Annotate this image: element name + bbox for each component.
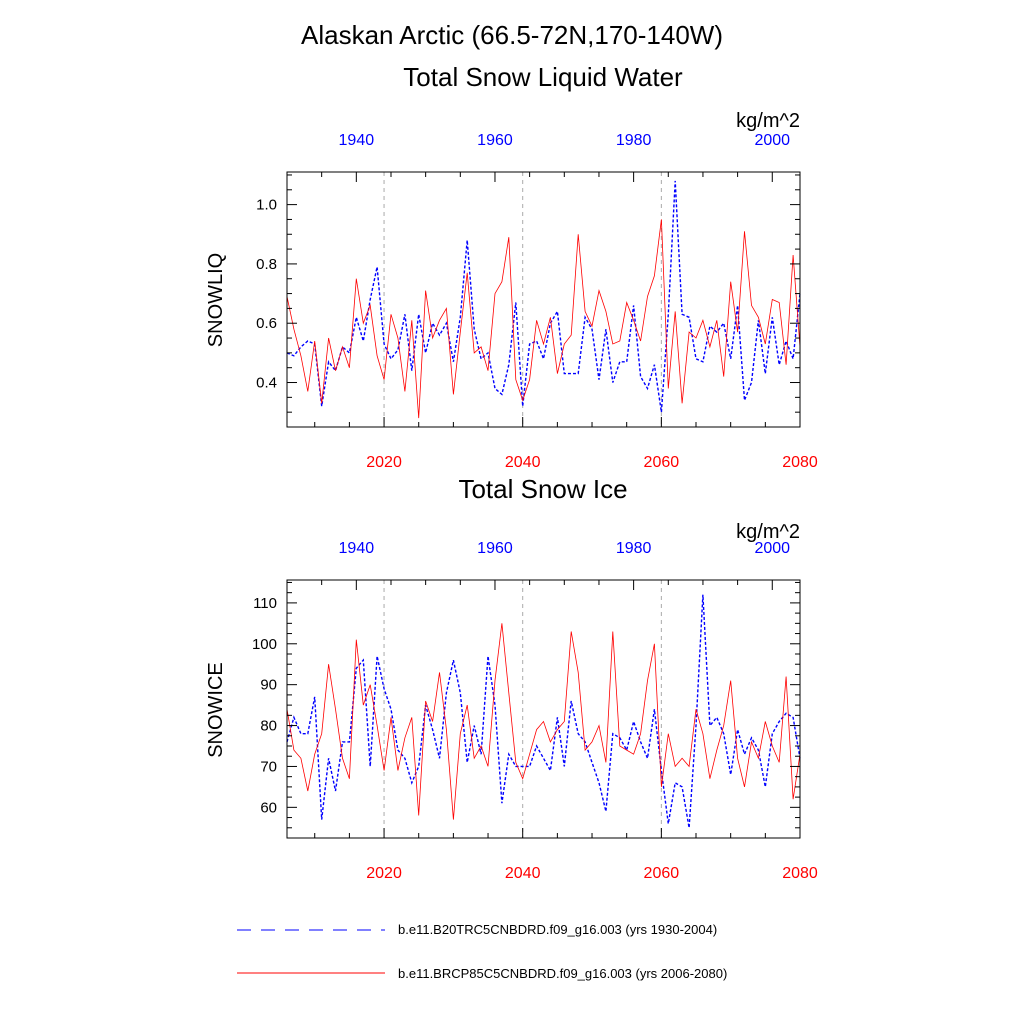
snowice-series-future-line [286,623,801,820]
snowliq-xtick-label-top: 1940 [339,132,375,149]
panel-snowliq-gridlines [383,172,662,427]
panel-snowliq: Total Snow Liquid Water kg/m^2 SNOWLIQ 0… [205,62,818,471]
panel-snowliq-series [286,180,801,419]
snowliq-xtick-label-bottom: 2040 [505,454,541,471]
snowice-xtick-label-bottom: 2020 [366,865,402,882]
panel-snowice-series [286,594,801,828]
snowice-ytick-label: 70 [260,758,277,775]
snowliq-ytick-label: 0.8 [256,256,277,273]
panel-snowliq-axes: 0.4 0.6 0.8 1.0 2020 2040 2060 2080 1940 1960 1980… [256,132,818,471]
panel-snowliq-frame [286,171,801,428]
legend-historical-label: b.e11.B20TRC5CNBDRD.f09_g16.003 (yrs 193… [398,922,717,937]
panel-snowliq-title: Total Snow Liquid Water [403,62,683,92]
snowice-xtick-label-top: 1940 [339,540,375,557]
snowice-xtick-label-bottom: 2060 [644,865,680,882]
figure-title: Alaskan Arctic (66.5-72N,170-140W) [301,20,723,50]
panel-snowice: Total Snow Ice kg/m^2 SNOWICE 60 70 80 90 10… [205,474,818,882]
snowice-ytick-label: 100 [252,636,277,653]
snowliq-ytick-label: 1.0 [256,197,277,214]
snowliq-ytick-label: 0.4 [256,375,277,392]
snowice-xtick-label-bottom: 2040 [505,865,541,882]
snowice-xtick-label-top: 1960 [477,540,513,557]
snowice-ytick-label: 90 [260,677,277,694]
snowliq-series-future-line [286,219,801,419]
snowice-xtick-label-top: 2000 [754,540,790,557]
snowliq-xtick-label-bottom: 2020 [366,454,402,471]
snowliq-xtick-label-bottom: 2080 [782,454,818,471]
panel-snowliq-ylabel: SNOWLIQ [205,253,227,347]
panel-snowice-ylabel: SNOWICE [205,662,227,758]
snowliq-xtick-label-top: 1980 [616,132,652,149]
snowliq-xtick-label-top: 1960 [477,132,513,149]
legend: b.e11.B20TRC5CNBDRD.f09_g16.003 (yrs 193… [237,922,727,981]
panel-snowice-axes: 60 70 80 90 100 110 2020 2040 2060 2080 1940 1960 19… [252,540,818,882]
panel-snowice-title: Total Snow Ice [458,474,627,504]
legend-future-label: b.e11.BRCP85C5CNBDRD.f09_g16.003 (yrs 20… [398,966,727,981]
snowliq-xtick-label-top: 2000 [754,132,790,149]
panel-snowliq-units: kg/m^2 [736,110,800,132]
panel-snowice-units: kg/m^2 [736,521,800,543]
panel-snowice-frame [286,579,801,839]
snowice-ytick-label: 60 [260,799,277,816]
panel-snowice-gridlines [383,580,662,838]
snowice-ytick-label: 80 [260,718,277,735]
snowliq-ytick-label: 0.6 [256,315,277,332]
snowice-series-historical-line [286,594,801,828]
snowliq-series-historical-line [286,180,801,413]
snowice-ytick-label: 110 [253,595,277,612]
snowice-xtick-label-top: 1980 [616,540,652,557]
snowliq-xtick-label-bottom: 2060 [644,454,680,471]
snowice-xtick-label-bottom: 2080 [782,865,818,882]
